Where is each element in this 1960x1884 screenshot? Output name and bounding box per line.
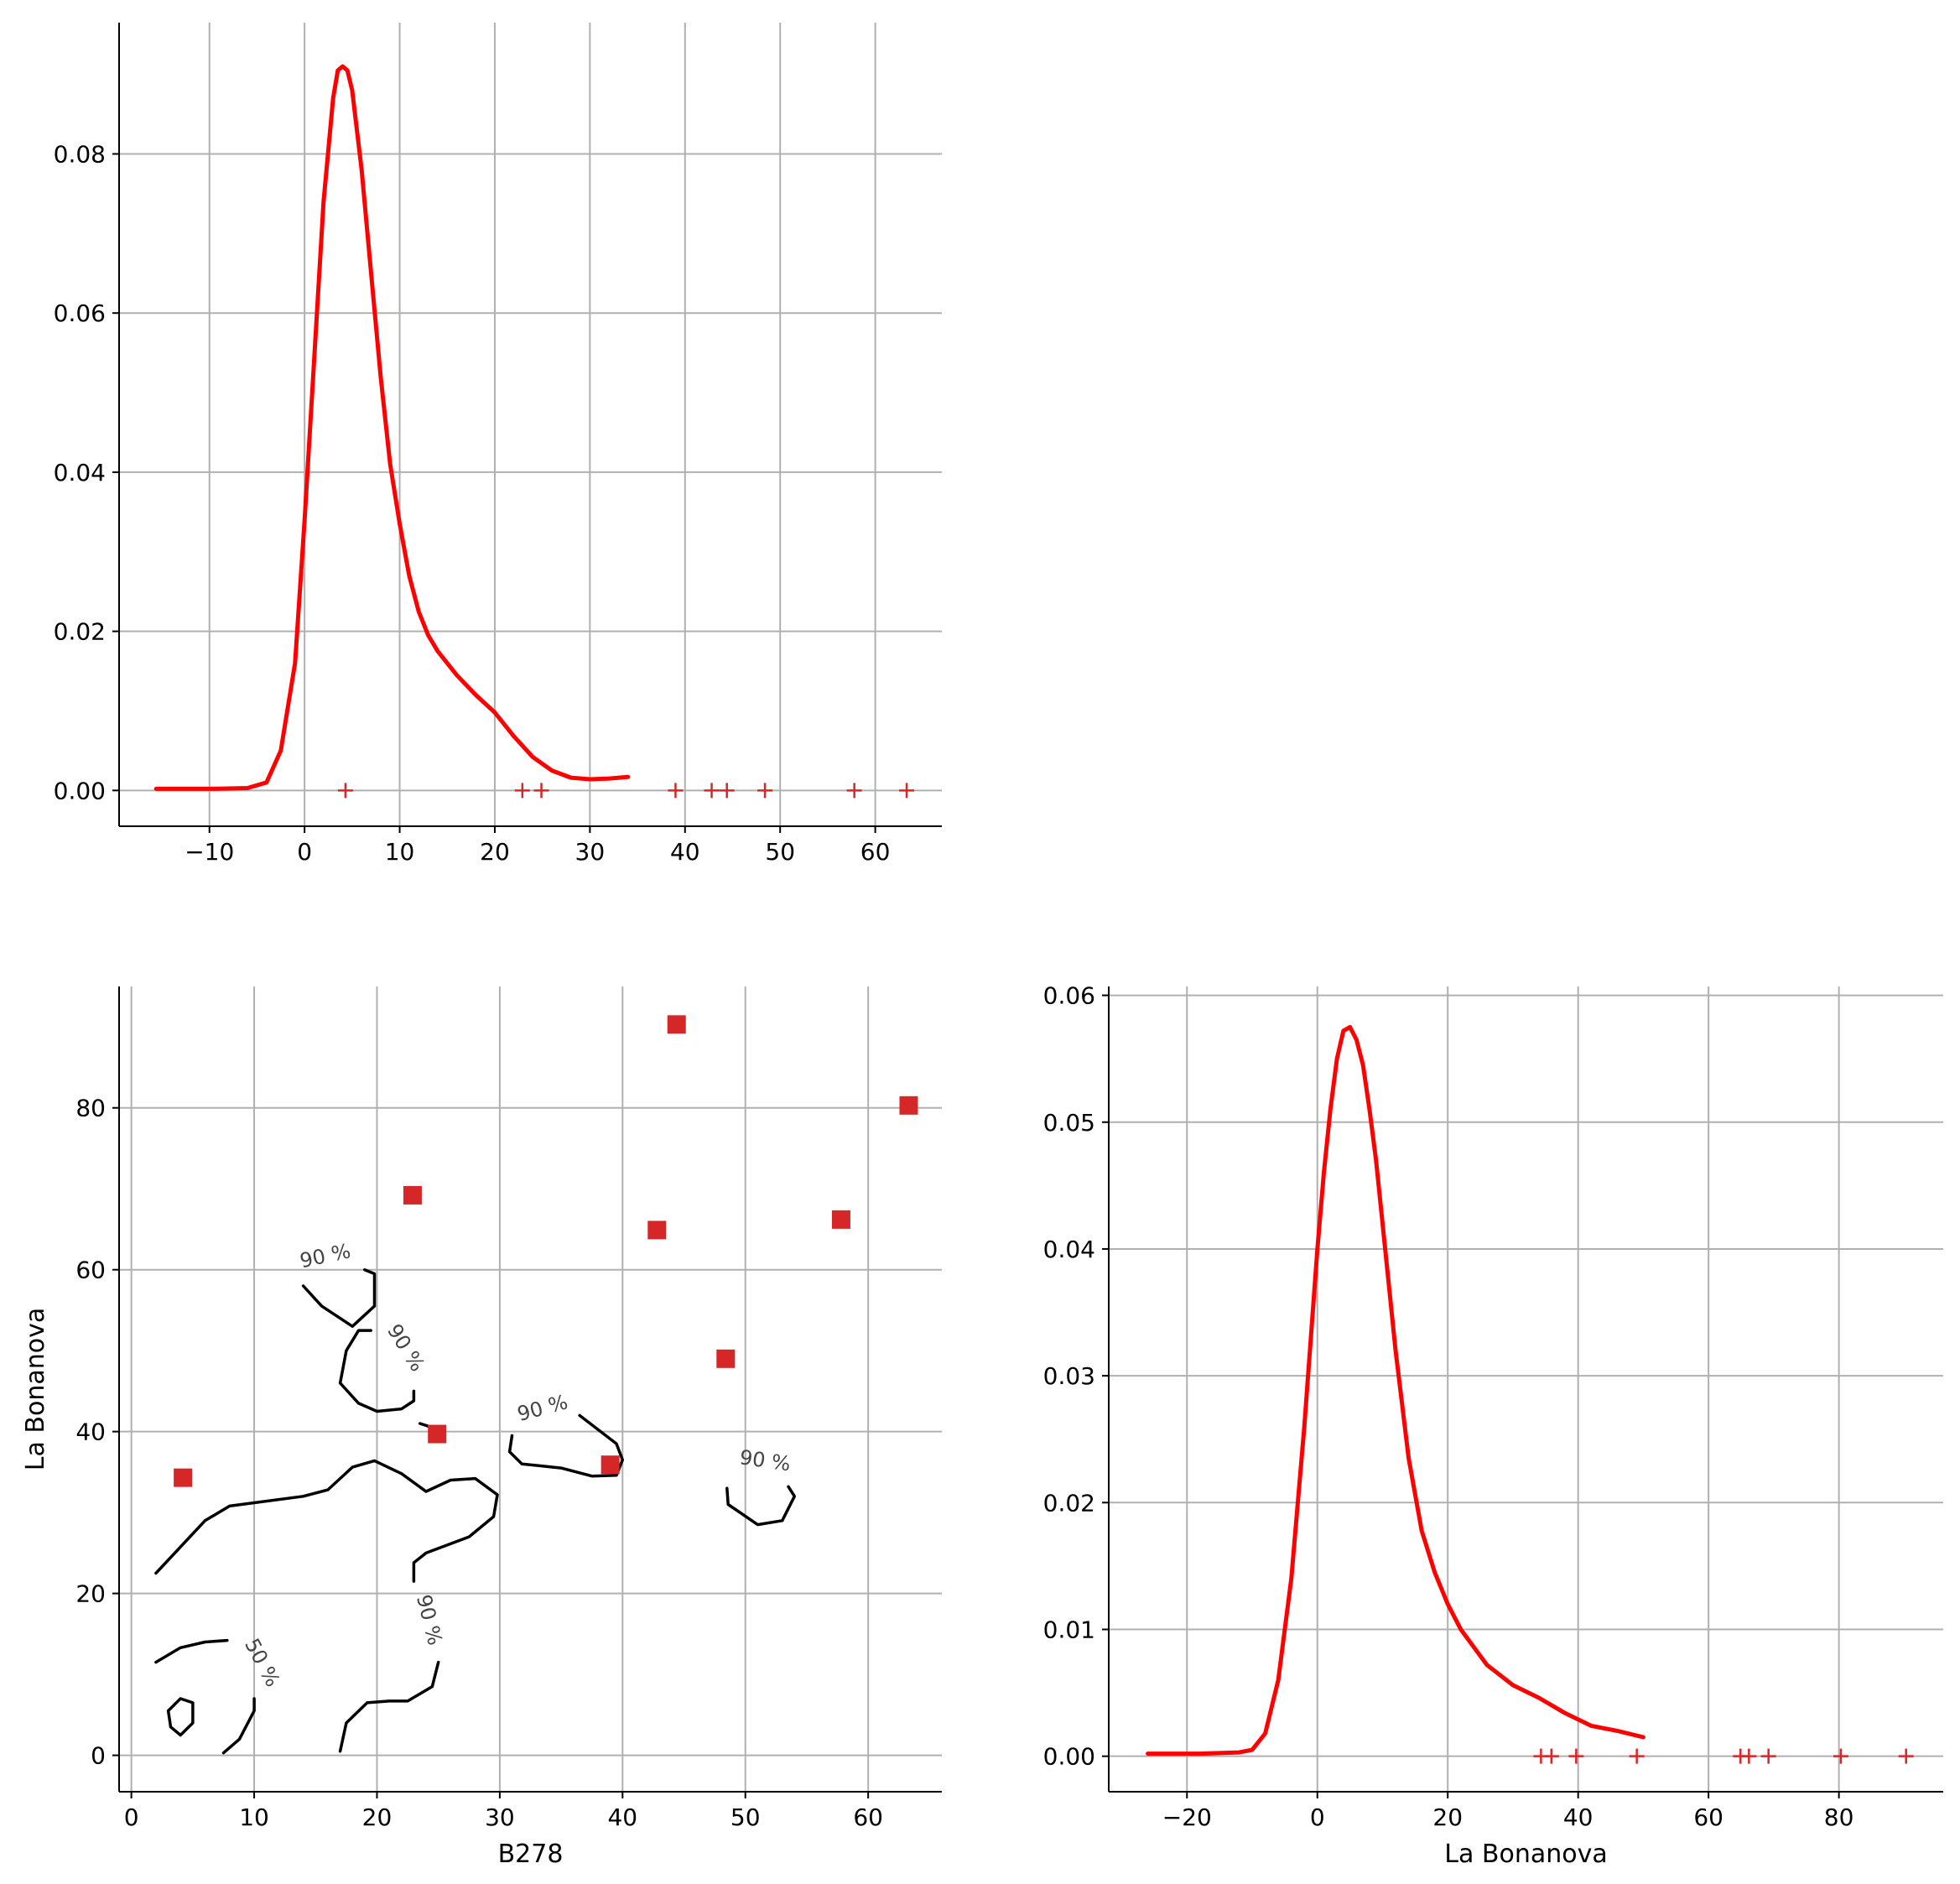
rug-marker [899, 783, 915, 799]
x-tick-label: 30 [575, 838, 606, 866]
contour-level-label: 90 % [515, 1390, 570, 1426]
y-tick-label: 0.04 [1043, 1236, 1095, 1263]
y-tick-label: 0.02 [54, 618, 106, 646]
rug-marker [533, 783, 549, 799]
x-tick-label: 20 [1432, 1803, 1463, 1831]
density-contour-line [507, 1413, 625, 1478]
rug-marker [668, 783, 684, 799]
scatter-point [600, 1455, 620, 1475]
y-tick-label: 0.03 [1043, 1362, 1095, 1390]
scatter-point [831, 1210, 850, 1229]
density-contour-line [338, 1660, 440, 1753]
density-contour-line [221, 1697, 256, 1755]
x-tick-label: 50 [765, 838, 795, 866]
x-tick-label: −10 [185, 838, 234, 866]
y-tick-label: 40 [75, 1418, 106, 1446]
la-bonanova-density-plot: −20 0 20 40 60 80 0.00 0.01 0.02 0.03 0.04 0.05 0.06… [1043, 982, 1943, 1869]
rug-marker [1741, 1748, 1757, 1764]
x-tick-label: 40 [1563, 1803, 1593, 1831]
x-tick-label: 20 [362, 1803, 393, 1831]
density-contour-line [301, 1267, 377, 1328]
y-axis-label: La Bonanova [21, 1308, 50, 1470]
rug-marker [1833, 1748, 1848, 1764]
y-tick-label: 20 [75, 1580, 106, 1608]
y-tick-label: 0.01 [1043, 1616, 1095, 1643]
x-axis-label: La Bonanova [1444, 1840, 1607, 1869]
x-tick-label: 10 [239, 1803, 269, 1831]
b278-vs-la-bonanova-scatter: 0 10 20 30 40 50 60 0 20 40 60 80 B278 La Bonanova 90 … [21, 986, 942, 1869]
rug-marker [514, 783, 530, 799]
x-tick-label: 60 [1693, 1803, 1723, 1831]
scatter-point [403, 1185, 422, 1205]
rug-marker [1543, 1748, 1559, 1764]
rug-marker [1568, 1748, 1584, 1764]
contour-level-label: 90 % [412, 1592, 447, 1647]
x-tick-label: −20 [1162, 1803, 1212, 1831]
y-tick-label: 0.04 [54, 459, 106, 487]
rug-marker [337, 783, 353, 799]
y-tick-label: 0.05 [1043, 1109, 1095, 1137]
rug-marker [1898, 1748, 1914, 1764]
x-tick-label: 10 [385, 838, 415, 866]
y-tick-label: 0.02 [1043, 1489, 1095, 1517]
contour-level-label: 90 % [738, 1445, 792, 1475]
y-tick-label: 80 [75, 1095, 106, 1122]
scatter-point [716, 1349, 736, 1368]
x-tick-label: 0 [297, 838, 312, 866]
rug-marker [1760, 1748, 1776, 1764]
density-contour-line [725, 1485, 797, 1527]
x-tick-label: 60 [853, 1803, 883, 1831]
scatter-point [174, 1468, 193, 1487]
scatter-point [647, 1220, 667, 1240]
scatter-point [428, 1424, 447, 1444]
density-contour-line [338, 1329, 416, 1413]
y-tick-label: 60 [75, 1257, 106, 1284]
x-tick-label: 40 [670, 838, 700, 866]
x-tick-label: 20 [480, 838, 510, 866]
contour-level-label: 50 % [240, 1635, 284, 1691]
y-tick-label: 0.00 [54, 777, 106, 804]
density-contour-line [154, 1459, 499, 1583]
rug-marker [719, 783, 735, 799]
density-contour-line [154, 1638, 229, 1664]
y-tick-label: 0.06 [1043, 982, 1095, 1010]
x-tick-label: 50 [730, 1803, 761, 1831]
x-tick-label: 80 [1824, 1803, 1854, 1831]
rug-marker [1629, 1748, 1645, 1764]
contour-level-label: 90 % [298, 1239, 352, 1272]
rug-marker [757, 783, 773, 799]
x-tick-label: 60 [860, 838, 891, 866]
x-tick-label: 0 [1310, 1803, 1325, 1831]
x-tick-label: 0 [124, 1803, 139, 1831]
y-tick-label: 0.06 [54, 299, 106, 327]
x-tick-label: 40 [607, 1803, 637, 1831]
rug-marker [846, 783, 862, 799]
x-tick-label: 30 [485, 1803, 515, 1831]
x-axis-label: B278 [498, 1840, 564, 1869]
rug-marker [704, 783, 720, 799]
scatter-point [899, 1096, 918, 1115]
b278-density-plot: −10 0 10 20 30 40 50 60 0.00 0.02 0.04 0.06 0.08 [54, 23, 942, 866]
density-contour-line [166, 1697, 195, 1737]
y-tick-label: 0.00 [1043, 1743, 1095, 1771]
scatter-point [667, 1015, 686, 1034]
y-tick-label: 0.08 [54, 141, 106, 169]
y-tick-label: 0 [91, 1742, 106, 1770]
kde-density-line [153, 64, 631, 791]
contour-level-label: 90 % [382, 1319, 429, 1376]
kde-density-line [1146, 1024, 1645, 1756]
